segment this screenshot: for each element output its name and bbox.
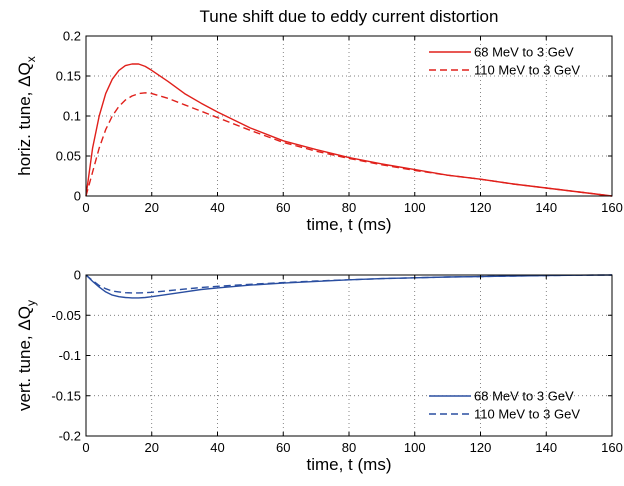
x-tick-label: 40 <box>210 200 224 215</box>
y-axis-label-main: vert. tune, ΔQ <box>15 306 34 411</box>
x-tick-label: 80 <box>342 200 356 215</box>
y-tick-label: -0.1 <box>59 348 81 363</box>
legend: 68 MeV to 3 GeV 110 MeV to 3 GeV <box>429 45 580 78</box>
x-tick-label: 160 <box>601 200 623 215</box>
series-line-2 <box>85 274 613 294</box>
x-tick-label: 0 <box>82 440 89 455</box>
ticks: 0 20 40 60 80 100 120 140 160 0 0.05 0.1 0.15 0.2 <box>56 29 623 216</box>
x-tick-label: 160 <box>601 440 623 455</box>
series-line-2 <box>85 92 613 197</box>
y-tick-label: -0.15 <box>51 388 81 403</box>
y-axis-label-subscript: y <box>24 300 38 306</box>
y-axis-label: vert. tune, ΔQy <box>15 300 38 411</box>
y-tick-label: 0 <box>74 189 81 204</box>
legend: 68 MeV to 3 GeV 110 MeV to 3 GeV <box>429 389 580 422</box>
x-tick-label: 120 <box>470 440 492 455</box>
legend-label: 68 MeV to 3 GeV <box>474 389 574 404</box>
x-tick-label: 120 <box>470 200 492 215</box>
y-axis-label: horiz. tune, ΔQx <box>15 56 38 175</box>
x-tick-label: 20 <box>145 200 159 215</box>
x-tick-label: 60 <box>276 440 290 455</box>
grid <box>86 36 612 196</box>
grid <box>86 275 612 436</box>
x-axis-label: time, t (ms) <box>307 215 392 234</box>
x-tick-label: 60 <box>276 200 290 215</box>
x-tick-label: 100 <box>404 200 426 215</box>
y-tick-label: 0.15 <box>56 69 81 84</box>
x-tick-label: 80 <box>342 440 356 455</box>
x-tick-label: 40 <box>210 440 224 455</box>
y-tick-label: 0 <box>74 268 81 283</box>
y-axis-label-subscript: x <box>24 56 38 62</box>
x-tick-label: 100 <box>404 440 426 455</box>
y-tick-label: 0.1 <box>63 109 81 124</box>
horizontal-tune-panel: 0 20 40 60 80 100 120 140 160 0 0.05 0.1 0.15 0.2 Tun… <box>15 7 623 234</box>
y-tick-label: -0.2 <box>59 429 81 444</box>
x-axis-label: time, t (ms) <box>307 455 392 474</box>
legend-label: 110 MeV to 3 GeV <box>474 407 580 422</box>
x-tick-label: 140 <box>535 440 557 455</box>
y-tick-label: -0.05 <box>51 308 81 323</box>
vertical-tune-panel: 0 20 40 60 80 100 120 140 160-0.2-0.15-0.1-0.050… <box>15 268 623 475</box>
y-tick-label: 0.05 <box>56 149 81 164</box>
series-layer <box>85 274 613 299</box>
ticks: 0 20 40 60 80 100 120 140 160 -0.2 -0.15 -0.1 -0.05 0 <box>51 268 622 456</box>
legend-label: 110 MeV to 3 GeV <box>474 63 580 78</box>
series-layer <box>85 63 613 197</box>
x-tick-label: 20 <box>145 440 159 455</box>
legend-label: 68 MeV to 3 GeV <box>474 45 574 60</box>
y-axis-label-main: horiz. tune, ΔQ <box>15 62 34 175</box>
x-tick-label: 140 <box>535 200 557 215</box>
y-tick-label: 0.2 <box>63 29 81 44</box>
x-tick-label: 0 <box>82 200 89 215</box>
chart-title: Tune shift due to eddy current distortio… <box>200 7 499 26</box>
